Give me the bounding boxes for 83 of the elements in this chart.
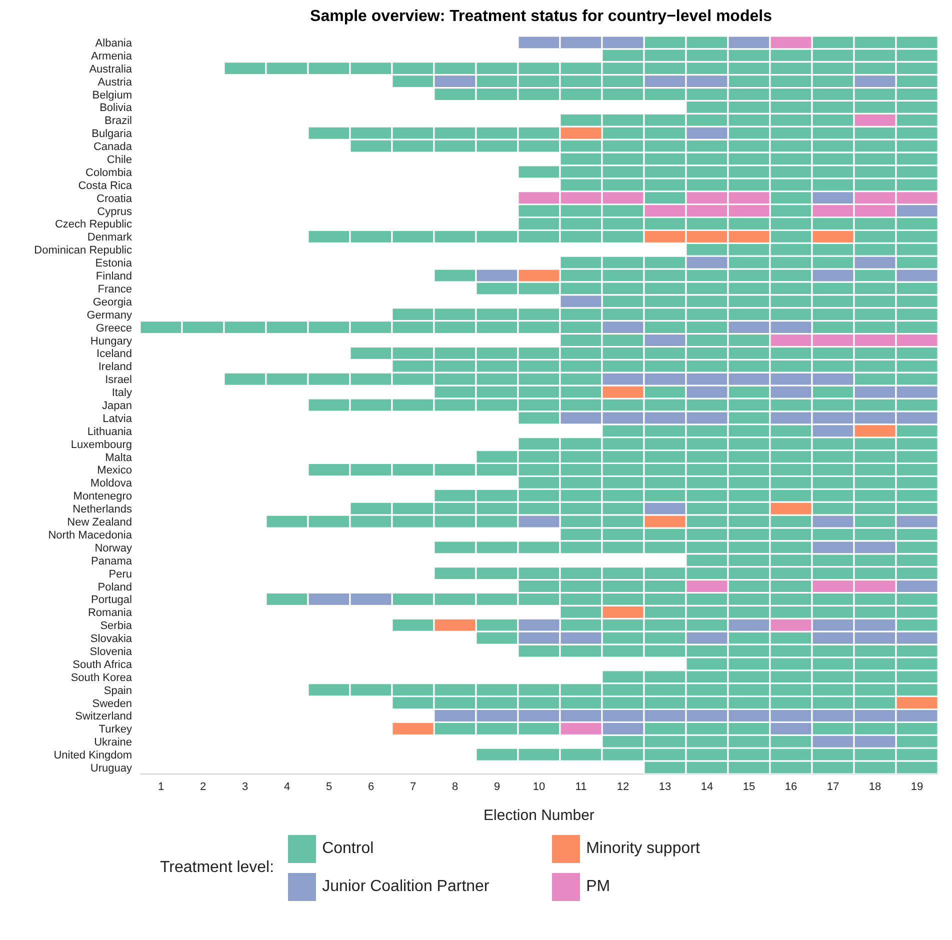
y-tick-label: Germany [86,309,132,322]
y-tick-label: Hungary [90,335,132,348]
y-tick-label: United Kingdom [54,750,132,762]
y-tick-label: Denmark [87,232,132,244]
y-tick-label: Slovenia [90,646,133,658]
x-tick-label: 13 [658,780,672,793]
y-tick-label: France [98,283,132,296]
x-tick-label: 3 [242,780,248,793]
y-tick-label: Croatia [96,192,133,205]
y-tick-label: Mexico [97,464,132,477]
y-tick-label: Cyprus [97,206,132,218]
x-tick-label: 9 [494,780,500,793]
y-tick-label: Italy [112,387,132,400]
x-tick-label: 5 [326,780,332,793]
legend-label: Control [322,840,374,858]
x-axis-title: Election Number [484,807,594,824]
legend-label: Junior Coalition Partner [322,878,490,896]
y-tick-label: Switzerland [75,710,132,723]
y-tick-label: Iceland [96,348,132,360]
y-tick-label: Latvia [102,412,133,425]
y-tick-label: Greece [96,322,132,334]
x-tick-label: 4 [284,780,290,793]
x-tick-label: 16 [784,780,798,793]
x-tick-label: 6 [368,780,374,793]
x-tick-label: 15 [742,780,756,793]
y-tick-label: Poland [98,581,132,594]
y-tick-label: Turkey [98,724,132,736]
x-tick-label: 8 [452,780,458,793]
legend-label: Minority support [586,840,700,858]
y-tick-label: Norway [94,542,132,554]
y-tick-label: Armenia [91,50,133,62]
y-tick-label: South Korea [70,672,133,684]
y-tick-label: Uruguay [90,762,132,775]
legend-label: PM [586,878,610,896]
y-tick-label: Luxembourg [70,438,132,451]
y-tick-label: South Africa [72,658,133,671]
y-tick-label: Spain [104,684,132,697]
y-tick-label: Canada [93,141,133,154]
legend-title: Treatment level: [160,859,274,877]
y-tick-label: Costa Rica [78,180,133,192]
y-tick-label: Albania [95,37,133,50]
y-tick-label: Estonia [95,258,133,270]
y-tick-label: Dominican Republic [34,244,132,257]
y-tick-label: Portugal [91,594,132,606]
y-tick-label: Israel [105,374,132,386]
y-tick-label: North Macedonia [48,529,133,542]
y-tick-label: Slovakia [90,633,133,646]
y-tick-label: Chile [106,154,132,166]
x-tick-label: 10 [532,780,546,793]
y-tick-label: Serbia [100,620,133,632]
y-tick-label: Japan [102,400,132,412]
y-tick-label: Bolivia [100,102,133,114]
y-tick-label: Colombia [86,166,133,179]
x-tick-label: 7 [410,780,416,793]
y-tick-label: Romania [88,607,133,620]
x-tick-label: 2 [200,780,206,793]
y-tick-label: Brazil [104,115,132,128]
y-tick-label: Peru [108,568,132,580]
y-tick-label: Belgium [92,89,132,102]
y-tick-label: Australia [89,63,133,76]
x-tick-label: 11 [575,780,587,793]
y-tick-label: Sweden [92,698,132,710]
x-tick-label: 12 [616,780,630,793]
x-tick-label: 17 [826,780,840,793]
chart-title: Sample overview: Treatment status for country−level models [309,8,773,26]
y-tick-label: Ukraine [94,736,132,749]
x-tick-label: 14 [700,780,714,793]
y-tick-label: Bulgaria [92,128,133,140]
y-tick-label: Czech Republic [54,218,132,231]
y-tick-label: Malta [105,452,133,464]
x-tick-label: 18 [868,780,882,793]
y-tick-label: Moldova [90,478,133,490]
y-tick-label: Panama [91,555,133,568]
x-tick-label: 1 [158,780,164,793]
x-tick-label: 19 [910,780,924,793]
y-tick-label: Lithuania [87,426,133,438]
y-tick-label: Austria [98,76,133,88]
y-tick-label: Ireland [98,361,132,374]
y-tick-label: Finland [96,270,132,283]
y-tick-label: Georgia [92,296,133,308]
y-tick-label: Montenegro [73,490,132,503]
y-tick-label: New Zealand [67,516,132,529]
y-tick-label: Netherlands [72,504,132,516]
